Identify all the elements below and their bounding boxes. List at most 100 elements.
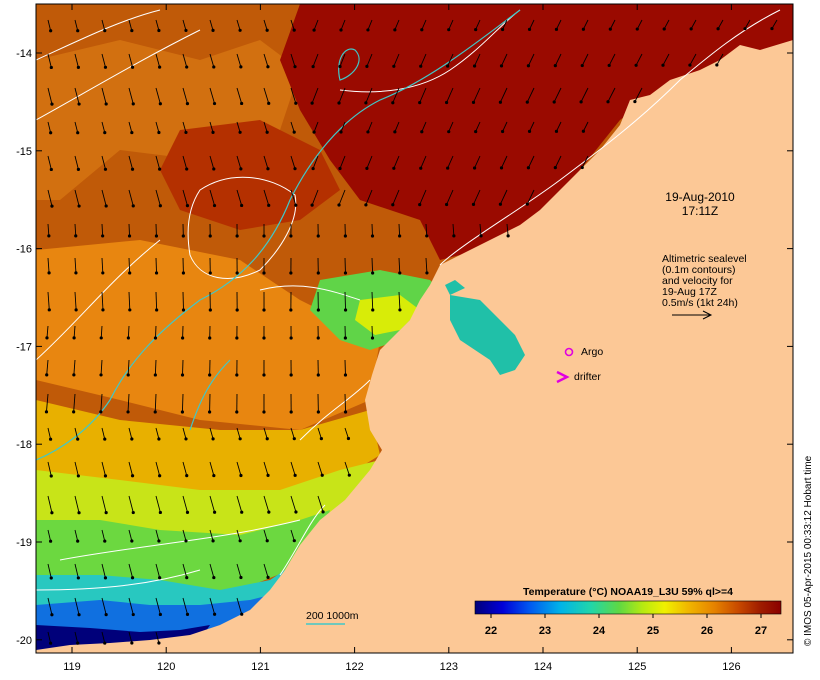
current-arrow (182, 155, 188, 170)
current-arrow-head (266, 65, 270, 69)
current-arrow-head (158, 474, 162, 478)
current-arrow (311, 87, 319, 104)
current-arrow (101, 529, 106, 542)
current-arrow (317, 427, 322, 439)
current-arrow (236, 563, 242, 578)
current-arrow-head (76, 167, 80, 171)
current-arrow (128, 495, 134, 513)
current-arrow (526, 87, 535, 103)
current-arrow-head (153, 336, 158, 340)
current-arrow (101, 87, 107, 105)
current-arrow (182, 461, 188, 476)
current-arrow-head (49, 29, 53, 33)
current-arrow-head (184, 130, 188, 135)
current-arrow (448, 19, 454, 30)
current-arrow-head (240, 510, 244, 514)
current-arrow (340, 19, 346, 31)
current-arrow (475, 19, 481, 30)
current-arrow-head (312, 130, 316, 134)
current-arrow-head (153, 373, 157, 377)
current-arrow (690, 19, 697, 30)
current-arrow (526, 189, 535, 205)
current-arrow-head (262, 234, 266, 238)
lon-tick-label: 121 (251, 661, 269, 673)
current-arrow-head (343, 373, 348, 377)
current-arrow (290, 155, 296, 169)
current-arrow (367, 19, 373, 31)
current-arrow-head (289, 308, 293, 312)
lat-tick-label: -17 (16, 341, 32, 353)
current-arrow-head (185, 576, 189, 580)
current-arrow (101, 19, 106, 31)
current-arrow-head (76, 576, 80, 580)
current-arrow-head (131, 510, 135, 515)
current-arrow (344, 461, 350, 476)
current-arrow (74, 563, 79, 579)
current-arrow-head (47, 234, 51, 238)
current-arrow-head (500, 129, 505, 134)
current-arrow (529, 19, 535, 30)
current-arrow-head (343, 308, 348, 312)
current-arrow (155, 87, 161, 104)
current-arrow-head (208, 373, 212, 377)
current-arrow (128, 121, 133, 133)
current-arrow (290, 19, 295, 31)
current-arrow-head (103, 539, 107, 543)
current-arrow-head (185, 167, 189, 171)
current-arrow (181, 393, 184, 412)
current-arrow-head (479, 234, 483, 238)
current-arrow (100, 359, 103, 375)
current-arrow (209, 461, 215, 476)
current-arrow-head (289, 336, 293, 340)
current-arrow-head (262, 373, 266, 377)
current-arrow-head (471, 100, 476, 104)
lon-tick-label: 124 (534, 661, 552, 673)
current-arrow-head (635, 27, 639, 31)
current-arrow-head (265, 28, 269, 32)
current-arrow (101, 121, 106, 133)
current-arrow (338, 87, 346, 104)
credit-text: © IMOS 05-Apr-2015 00:33:12 Hobart time (803, 455, 814, 646)
current-arrow-head (607, 63, 611, 68)
current-arrow-head (212, 203, 217, 208)
current-arrow (473, 189, 481, 205)
current-arrow (46, 393, 49, 412)
current-arrow-head (446, 64, 450, 68)
altimetry-line: 0.5m/s (1kt 24h) (662, 297, 738, 309)
current-arrow (446, 189, 454, 205)
current-arrow-head (99, 410, 103, 414)
current-arrow-head (338, 64, 342, 69)
colorbar-gradient (474, 600, 782, 615)
current-arrow-head (212, 575, 216, 580)
current-arrow (47, 223, 50, 236)
current-arrow-head (76, 29, 80, 33)
current-arrow (499, 87, 508, 103)
current-arrow (290, 53, 296, 67)
current-arrow-head (131, 102, 135, 106)
current-arrow (47, 291, 50, 310)
current-arrow-head (99, 373, 103, 377)
lon-tick-label: 119 (63, 661, 81, 673)
current-arrow-head (181, 234, 185, 238)
current-arrow-head (158, 612, 162, 617)
current-arrow (448, 121, 454, 132)
current-arrow (47, 495, 53, 513)
current-arrow (155, 53, 161, 68)
current-arrow-head (103, 641, 107, 645)
current-arrow-head (158, 204, 162, 208)
land-mass (36, 40, 793, 653)
current-arrow-head (213, 510, 217, 514)
current-arrow-head (212, 101, 217, 106)
current-arrow (716, 53, 724, 66)
current-arrow-head (77, 102, 81, 106)
current-arrow-head (447, 130, 451, 134)
current-arrow-head (213, 612, 217, 616)
current-arrow (263, 529, 268, 541)
current-arrow-head (50, 613, 54, 617)
current-arrow (236, 53, 242, 67)
current-arrow (209, 155, 215, 170)
current-arrow-head (743, 27, 747, 31)
lat-tick-label: -20 (16, 635, 32, 647)
current-arrow (101, 597, 107, 615)
